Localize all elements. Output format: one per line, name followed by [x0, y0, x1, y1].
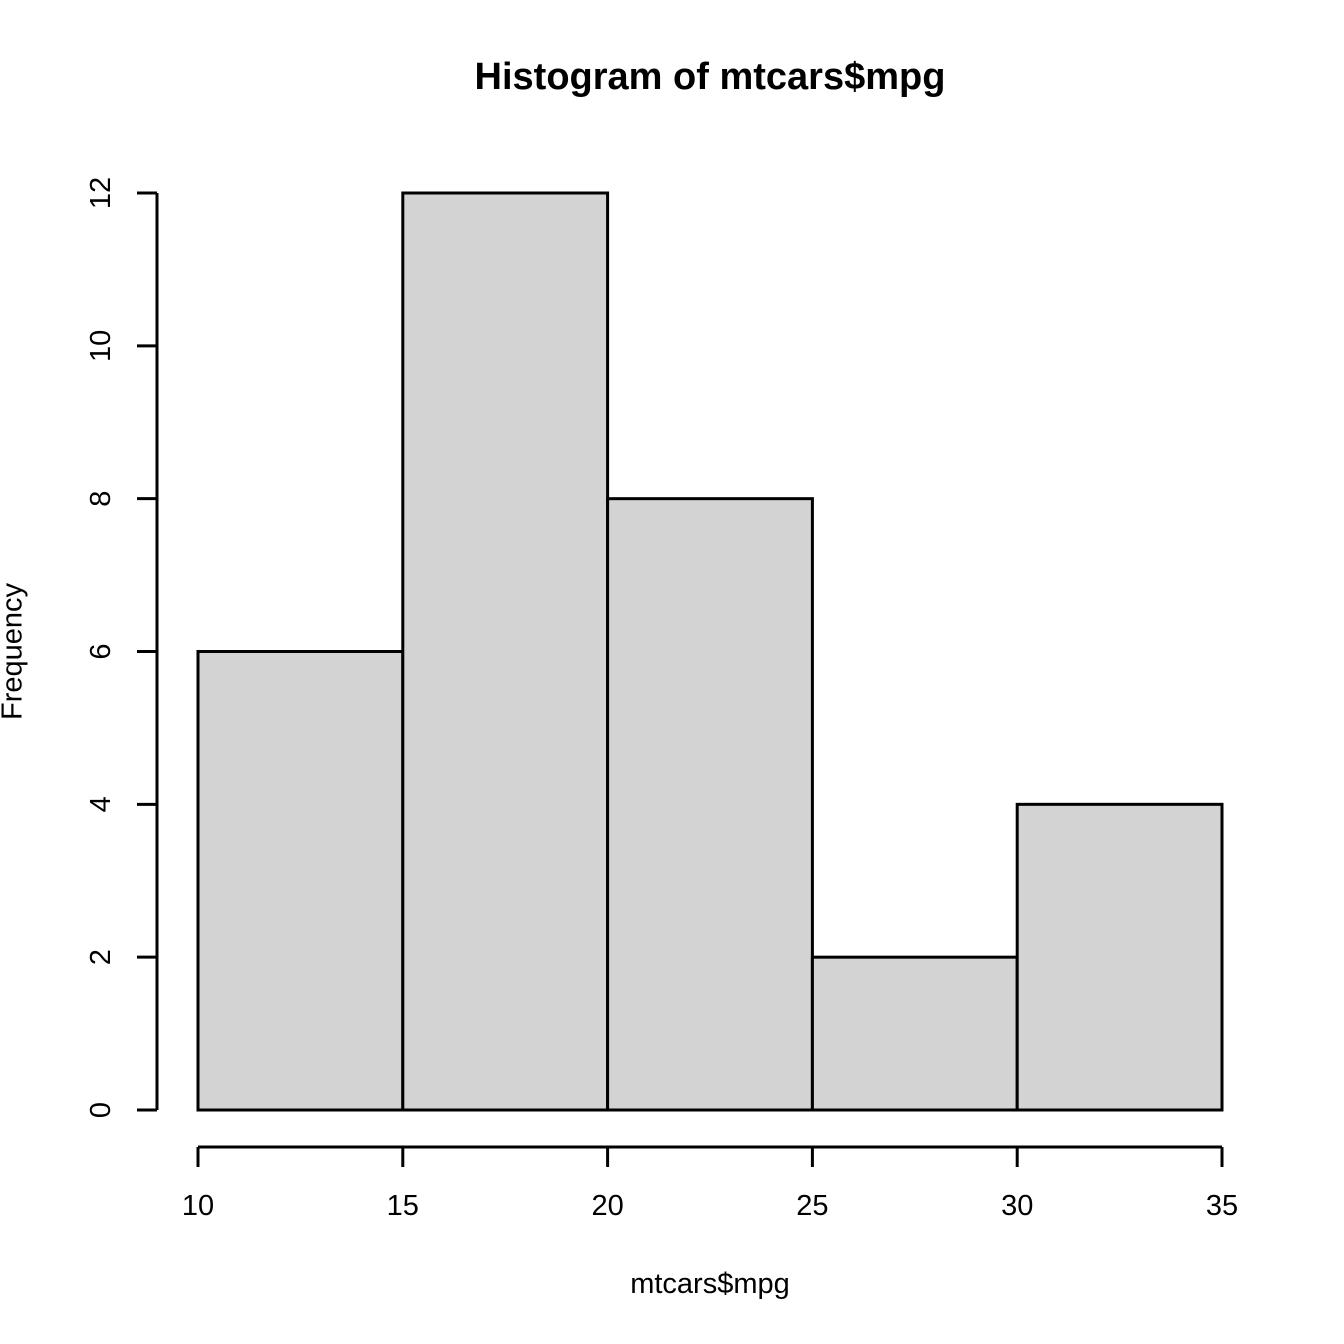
- y-tick-label: 0: [85, 1102, 117, 1118]
- histogram-bar: [606, 497, 814, 1112]
- histogram-bar: [810, 955, 1019, 1112]
- y-tick-label: 2: [85, 949, 117, 965]
- x-tick-label: 30: [1001, 1190, 1033, 1222]
- y-axis-label: Frequency: [0, 583, 29, 721]
- x-tick-label: 35: [1206, 1190, 1238, 1222]
- x-tick-label: 20: [591, 1190, 623, 1222]
- histogram-bar: [196, 650, 405, 1112]
- histogram-bar: [401, 191, 610, 1112]
- x-tick-label: 15: [387, 1190, 419, 1222]
- histogram-bar: [1015, 802, 1224, 1112]
- y-tick-label: 10: [85, 330, 117, 362]
- x-tick-label: 25: [796, 1190, 828, 1222]
- x-axis-label: mtcars$mpg: [630, 1268, 790, 1300]
- x-tick-label: 10: [182, 1190, 214, 1222]
- y-tick-label: 4: [85, 796, 117, 812]
- y-tick-label: 8: [85, 491, 117, 507]
- chart-title: Histogram of mtcars$mpg: [474, 56, 946, 98]
- y-tick-label: 6: [85, 643, 117, 659]
- y-tick-label: 12: [85, 177, 117, 209]
